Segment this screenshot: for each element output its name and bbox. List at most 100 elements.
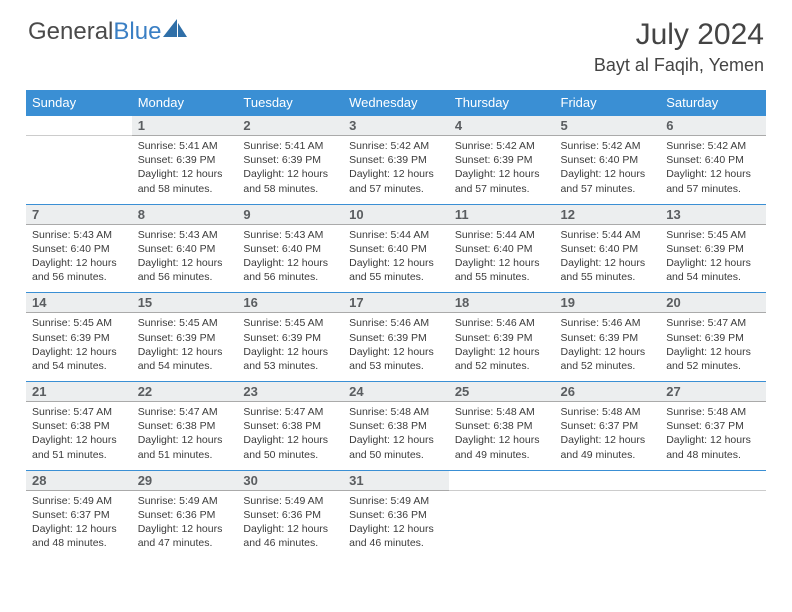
page-header: GeneralBlue July 2024 Bayt al Faqih, Yem… — [0, 0, 792, 84]
day-content-cell — [26, 136, 132, 205]
sunrise-text: Sunrise: 5:45 AM — [138, 316, 232, 330]
sunset-text: Sunset: 6:38 PM — [32, 419, 126, 433]
day-number-cell: 3 — [343, 116, 449, 136]
daylight-text: Daylight: 12 hours and 54 minutes. — [32, 345, 126, 373]
sunset-text: Sunset: 6:40 PM — [561, 242, 655, 256]
weekday-header-row: SundayMondayTuesdayWednesdayThursdayFrid… — [26, 90, 766, 116]
daylight-text: Daylight: 12 hours and 56 minutes. — [138, 256, 232, 284]
day-content-cell: Sunrise: 5:49 AMSunset: 6:37 PMDaylight:… — [26, 490, 132, 558]
daylight-text: Daylight: 12 hours and 56 minutes. — [243, 256, 337, 284]
sunrise-text: Sunrise: 5:42 AM — [666, 139, 760, 153]
sunrise-text: Sunrise: 5:47 AM — [243, 405, 337, 419]
day-number-cell — [26, 116, 132, 136]
daylight-text: Daylight: 12 hours and 54 minutes. — [666, 256, 760, 284]
sunrise-text: Sunrise: 5:49 AM — [138, 494, 232, 508]
sunrise-text: Sunrise: 5:49 AM — [243, 494, 337, 508]
day-number-cell: 31 — [343, 470, 449, 490]
day-number-cell: 30 — [237, 470, 343, 490]
sunrise-text: Sunrise: 5:48 AM — [349, 405, 443, 419]
day-content-cell — [449, 490, 555, 558]
daylight-text: Daylight: 12 hours and 46 minutes. — [349, 522, 443, 550]
sunrise-text: Sunrise: 5:48 AM — [455, 405, 549, 419]
daylight-text: Daylight: 12 hours and 48 minutes. — [666, 433, 760, 461]
location-text: Bayt al Faqih, Yemen — [594, 55, 764, 76]
day-number-row: 78910111213 — [26, 204, 766, 224]
sunset-text: Sunset: 6:39 PM — [138, 153, 232, 167]
sunset-text: Sunset: 6:40 PM — [138, 242, 232, 256]
day-number-cell: 26 — [555, 382, 661, 402]
sunset-text: Sunset: 6:36 PM — [243, 508, 337, 522]
sunset-text: Sunset: 6:36 PM — [138, 508, 232, 522]
day-number-row: 14151617181920 — [26, 293, 766, 313]
sunset-text: Sunset: 6:39 PM — [455, 331, 549, 345]
sunrise-text: Sunrise: 5:47 AM — [32, 405, 126, 419]
day-content-cell: Sunrise: 5:45 AMSunset: 6:39 PMDaylight:… — [26, 313, 132, 382]
daylight-text: Daylight: 12 hours and 51 minutes. — [32, 433, 126, 461]
day-content-cell: Sunrise: 5:49 AMSunset: 6:36 PMDaylight:… — [343, 490, 449, 558]
sunrise-text: Sunrise: 5:42 AM — [455, 139, 549, 153]
sunrise-text: Sunrise: 5:41 AM — [138, 139, 232, 153]
day-content-cell: Sunrise: 5:46 AMSunset: 6:39 PMDaylight:… — [449, 313, 555, 382]
daylight-text: Daylight: 12 hours and 57 minutes. — [455, 167, 549, 195]
day-content-cell: Sunrise: 5:42 AMSunset: 6:39 PMDaylight:… — [343, 136, 449, 205]
sunset-text: Sunset: 6:38 PM — [455, 419, 549, 433]
day-content-cell: Sunrise: 5:48 AMSunset: 6:38 PMDaylight:… — [449, 402, 555, 471]
sunrise-text: Sunrise: 5:49 AM — [32, 494, 126, 508]
sunset-text: Sunset: 6:37 PM — [561, 419, 655, 433]
sunrise-text: Sunrise: 5:41 AM — [243, 139, 337, 153]
brand-name: GeneralBlue — [28, 18, 161, 46]
daylight-text: Daylight: 12 hours and 55 minutes. — [349, 256, 443, 284]
sunrise-text: Sunrise: 5:45 AM — [32, 316, 126, 330]
day-content-cell: Sunrise: 5:44 AMSunset: 6:40 PMDaylight:… — [343, 224, 449, 293]
weekday-header: Wednesday — [343, 90, 449, 116]
day-content-row: Sunrise: 5:43 AMSunset: 6:40 PMDaylight:… — [26, 224, 766, 293]
day-content-cell — [660, 490, 766, 558]
day-content-cell: Sunrise: 5:45 AMSunset: 6:39 PMDaylight:… — [132, 313, 238, 382]
brand-logo: GeneralBlue — [28, 18, 189, 46]
weekday-header: Tuesday — [237, 90, 343, 116]
day-content-cell: Sunrise: 5:48 AMSunset: 6:38 PMDaylight:… — [343, 402, 449, 471]
sunrise-text: Sunrise: 5:43 AM — [138, 228, 232, 242]
daylight-text: Daylight: 12 hours and 46 minutes. — [243, 522, 337, 550]
sunrise-text: Sunrise: 5:46 AM — [349, 316, 443, 330]
day-number-cell: 22 — [132, 382, 238, 402]
weekday-header: Friday — [555, 90, 661, 116]
day-number-cell: 5 — [555, 116, 661, 136]
sunset-text: Sunset: 6:37 PM — [32, 508, 126, 522]
sunset-text: Sunset: 6:40 PM — [666, 153, 760, 167]
weekday-header: Thursday — [449, 90, 555, 116]
sunset-text: Sunset: 6:39 PM — [666, 242, 760, 256]
sunset-text: Sunset: 6:40 PM — [561, 153, 655, 167]
sunset-text: Sunset: 6:39 PM — [349, 331, 443, 345]
daylight-text: Daylight: 12 hours and 52 minutes. — [666, 345, 760, 373]
sunset-text: Sunset: 6:38 PM — [138, 419, 232, 433]
day-content-cell: Sunrise: 5:43 AMSunset: 6:40 PMDaylight:… — [237, 224, 343, 293]
day-number-cell: 15 — [132, 293, 238, 313]
day-number-row: 28293031 — [26, 470, 766, 490]
day-number-cell — [660, 470, 766, 490]
sunset-text: Sunset: 6:39 PM — [32, 331, 126, 345]
day-content-cell: Sunrise: 5:47 AMSunset: 6:39 PMDaylight:… — [660, 313, 766, 382]
sunset-text: Sunset: 6:39 PM — [243, 331, 337, 345]
sunset-text: Sunset: 6:40 PM — [32, 242, 126, 256]
sunrise-text: Sunrise: 5:42 AM — [349, 139, 443, 153]
daylight-text: Daylight: 12 hours and 51 minutes. — [138, 433, 232, 461]
day-number-cell: 12 — [555, 204, 661, 224]
weekday-header: Sunday — [26, 90, 132, 116]
daylight-text: Daylight: 12 hours and 55 minutes. — [561, 256, 655, 284]
daylight-text: Daylight: 12 hours and 47 minutes. — [138, 522, 232, 550]
sunset-text: Sunset: 6:39 PM — [349, 153, 443, 167]
day-number-cell: 19 — [555, 293, 661, 313]
sunset-text: Sunset: 6:38 PM — [243, 419, 337, 433]
sunset-text: Sunset: 6:40 PM — [349, 242, 443, 256]
day-number-row: 21222324252627 — [26, 382, 766, 402]
day-number-cell: 11 — [449, 204, 555, 224]
daylight-text: Daylight: 12 hours and 49 minutes. — [455, 433, 549, 461]
day-number-cell: 28 — [26, 470, 132, 490]
sunrise-text: Sunrise: 5:44 AM — [349, 228, 443, 242]
day-number-cell: 17 — [343, 293, 449, 313]
daylight-text: Daylight: 12 hours and 50 minutes. — [349, 433, 443, 461]
daylight-text: Daylight: 12 hours and 53 minutes. — [243, 345, 337, 373]
day-content-cell: Sunrise: 5:48 AMSunset: 6:37 PMDaylight:… — [660, 402, 766, 471]
sunrise-text: Sunrise: 5:46 AM — [455, 316, 549, 330]
